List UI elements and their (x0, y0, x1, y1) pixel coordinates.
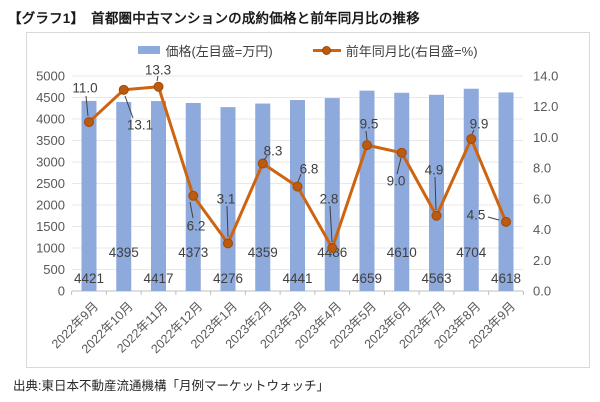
price-bar (394, 92, 410, 291)
bar-value-label: 4610 (387, 245, 417, 260)
price-bar (255, 103, 271, 291)
left-axis-tick-label: 4000 (36, 112, 65, 127)
page-title: 【グラフ1】 首都圏中古マンションの成約価格と前年同月比の推移 (8, 11, 420, 26)
bar-value-label: 4395 (109, 245, 139, 260)
yoy-marker (466, 133, 477, 144)
left-axis-tick-label: 500 (43, 262, 65, 277)
right-axis-tick-label: 14.0 (533, 69, 558, 84)
yoy-marker (501, 216, 511, 227)
left-axis-tick-label: 1500 (36, 219, 65, 234)
price-bar (429, 94, 444, 291)
line-marker-icon (322, 45, 332, 55)
bar-value-label: 4618 (491, 271, 521, 286)
chart-container: 価格(左目盛=万円) 前年同月比(右目盛=%) 0 500 1000 1500 2000… (26, 32, 590, 368)
yoy-value-label: 2.8 (320, 192, 339, 207)
yoy-marker (327, 243, 338, 253)
right-axis-tick-label: 0.0 (533, 284, 551, 299)
yoy-value-label: 3.1 (217, 192, 236, 207)
price-bar (359, 90, 375, 292)
callout-leader-line (396, 157, 402, 175)
yoy-value-label: 4.5 (467, 208, 486, 223)
callout-leader-line (124, 95, 134, 119)
price-bar (116, 102, 132, 291)
bar-value-label: 4563 (421, 271, 451, 286)
callout-leader-line (434, 176, 437, 211)
callout-leader-line (226, 205, 229, 238)
left-axis-tick-label: 3500 (36, 133, 65, 148)
bar-value-label: 4373 (178, 245, 208, 260)
left-axis-tick-label: 3000 (36, 155, 65, 170)
callout-leader-line (263, 155, 268, 161)
yoy-value-label: 9.0 (387, 174, 406, 189)
yoy-value-label: 13.1 (127, 118, 153, 133)
yoy-marker (396, 147, 407, 158)
callout-leader-line (85, 95, 89, 117)
callout-leader-line (487, 216, 500, 221)
price-bar (151, 101, 166, 291)
yoy-marker (188, 190, 199, 201)
yoy-value-label: 13.3 (145, 63, 171, 78)
left-axis-tick-label: 2000 (36, 198, 65, 213)
callout-leader-line (189, 201, 194, 219)
price-bar (81, 100, 97, 291)
bar-value-label: 4359 (248, 245, 278, 260)
yoy-marker (362, 140, 372, 151)
bar-value-label: 4441 (282, 271, 312, 286)
yoy-marker (153, 81, 164, 92)
yoy-value-label: 9.5 (360, 117, 379, 132)
bar-value-label: 4659 (352, 271, 382, 286)
left-axis-tick-label: 5000 (36, 69, 65, 84)
yoy-value-label: 11.0 (72, 81, 97, 96)
bar-value-label: 4417 (143, 271, 173, 286)
right-axis-tick-label: 10.0 (533, 130, 558, 145)
right-axis-tick-label: 8.0 (533, 161, 551, 176)
callout-leader-line (329, 205, 333, 243)
yoy-value-label: 8.3 (264, 144, 283, 159)
yoy-value-label: 9.9 (470, 117, 489, 132)
callout-leader-line (365, 130, 368, 141)
legend-label-yoy: 前年同月比(右目盛=%) (345, 43, 478, 59)
callout-leader-line (297, 173, 302, 183)
callout-leader-line (156, 75, 159, 82)
yoy-marker (84, 117, 94, 128)
bar-series-swatch-icon (138, 46, 161, 54)
legend-label-price: 価格(左目盛=万円) (165, 43, 273, 59)
yoy-value-label: 6.2 (187, 219, 206, 234)
yoy-marker (118, 84, 129, 95)
left-axis-tick-label: 0 (58, 284, 65, 299)
callout-leader-line (471, 129, 475, 135)
left-axis-tick-label: 1000 (36, 241, 65, 256)
yoy-marker (292, 181, 303, 192)
right-axis-tick-label: 6.0 (533, 191, 551, 206)
price-bar (290, 100, 305, 291)
yoy-value-label: 4.9 (425, 163, 444, 178)
yoy-marker (431, 210, 442, 221)
right-axis-tick-label: 12.0 (533, 99, 558, 114)
right-axis-tick-label: 4.0 (533, 222, 551, 237)
left-axis-tick-label: 2500 (36, 176, 65, 191)
chart-legend: 価格(左目盛=万円) 前年同月比(右目盛=%) (27, 38, 589, 62)
price-bar (498, 92, 514, 292)
left-axis-tick-label: 4500 (36, 90, 65, 105)
combo-chart-plot: 0 500 1000 1500 2000 2500 3000 3500 4000 4500 5000… (36, 63, 558, 357)
bar-value-label: 4704 (456, 245, 487, 260)
bar-value-label: 4421 (74, 271, 104, 286)
source-note: 出典:東日本不動産流通機構「月例マーケットウォッチ」 (13, 379, 329, 393)
yoy-value-label: 6.8 (300, 162, 319, 177)
legend-item-yoy: 前年同月比(右目盛=%) (312, 41, 478, 60)
line-series-swatch-icon (312, 45, 341, 55)
legend-item-price: 価格(左目盛=万円) (138, 41, 273, 60)
right-axis-tick-label: 2.0 (533, 253, 551, 268)
yoy-marker (223, 238, 233, 249)
yoy-marker (257, 158, 268, 169)
bar-value-label: 4276 (213, 271, 243, 286)
